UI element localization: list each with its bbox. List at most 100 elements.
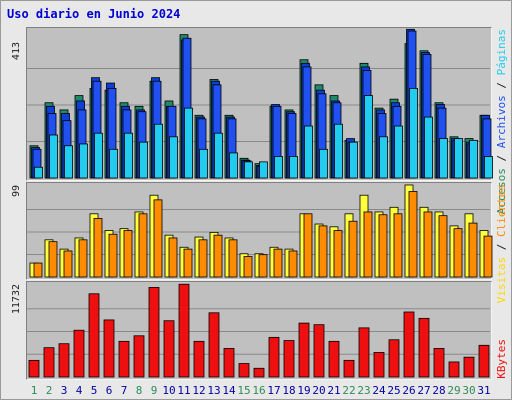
bar-kbytes-8: [133, 335, 145, 378]
bar-accesos-9: [154, 123, 163, 179]
bar-accesos-21: [334, 123, 343, 179]
bar-clientes-25: [393, 213, 403, 278]
bar-accesos-19: [304, 125, 313, 179]
bar-kbytes-23: [358, 327, 370, 378]
bar-kbytes-11: [178, 283, 190, 378]
day-label-18: 18: [282, 384, 295, 397]
bar-accesos-2: [49, 134, 58, 179]
bar-accesos-22: [349, 141, 358, 179]
day-label-16: 16: [252, 384, 265, 397]
bar-kbytes-7: [118, 340, 130, 378]
bar-clientes-15: [243, 256, 253, 278]
day-label-1: 1: [31, 384, 38, 397]
day-label-26: 26: [402, 384, 415, 397]
day-label-13: 13: [207, 384, 220, 397]
bar-accesos-25: [394, 125, 403, 179]
y-max-label-bottom: 11732: [11, 284, 22, 314]
bar-accesos-24: [379, 136, 388, 179]
bar-clientes-23: [363, 211, 373, 278]
bar-kbytes-12: [193, 340, 205, 378]
bar-clientes-24: [378, 214, 388, 278]
bar-accesos-13: [214, 132, 223, 179]
day-label-10: 10: [162, 384, 175, 397]
bar-clientes-10: [168, 237, 178, 278]
day-label-4: 4: [76, 384, 83, 397]
bar-clientes-26: [408, 191, 418, 278]
bar-kbytes-29: [448, 361, 460, 378]
bar-accesos-28: [439, 138, 448, 179]
bar-clientes-20: [318, 225, 328, 278]
bar-clientes-19: [303, 213, 313, 278]
bar-kbytes-2: [43, 347, 55, 378]
legend-part: Archivos: [495, 95, 508, 148]
legend-bottom: KBytes: [495, 339, 508, 379]
legend-part: /: [495, 148, 508, 168]
bar-accesos-27: [424, 116, 433, 179]
bar-kbytes-19: [298, 322, 310, 378]
bar-clientes-2: [48, 241, 58, 278]
legend-part: KBytes: [495, 339, 508, 379]
bar-kbytes-3: [58, 343, 70, 378]
bar-kbytes-20: [313, 324, 325, 378]
bar-clientes-31: [483, 235, 493, 278]
bar-clientes-30: [468, 222, 478, 278]
bar-clientes-6: [108, 233, 118, 278]
bar-kbytes-25: [388, 339, 400, 378]
bar-clientes-5: [93, 218, 103, 278]
day-label-30: 30: [462, 384, 475, 397]
bar-accesos-6: [109, 148, 118, 179]
bar-accesos-12: [199, 148, 208, 179]
bar-kbytes-13: [208, 312, 220, 378]
bar-kbytes-27: [418, 317, 430, 378]
bar-accesos-16: [259, 161, 268, 179]
bar-kbytes-28: [433, 348, 445, 378]
day-label-21: 21: [327, 384, 340, 397]
day-label-22: 22: [342, 384, 355, 397]
bar-accesos-8: [139, 141, 148, 179]
bar-kbytes-30: [463, 356, 475, 378]
bar-clientes-7: [123, 230, 133, 278]
bar-accesos-3: [64, 145, 73, 179]
bar-clientes-11: [183, 248, 193, 278]
bar-clientes-13: [213, 234, 223, 278]
legend-part: Accesos: [495, 168, 508, 214]
day-label-11: 11: [177, 384, 190, 397]
bar-clientes-21: [333, 230, 343, 278]
day-label-3: 3: [61, 384, 68, 397]
day-label-25: 25: [387, 384, 400, 397]
bar-kbytes-10: [163, 320, 175, 378]
day-label-6: 6: [106, 384, 113, 397]
bar-clientes-3: [63, 250, 73, 278]
day-label-23: 23: [357, 384, 370, 397]
day-label-5: 5: [91, 384, 98, 397]
bar-clientes-14: [228, 239, 238, 278]
legend-middle: Visitas / Clientes: [495, 184, 508, 303]
bar-clientes-1: [33, 262, 43, 278]
bar-accesos-7: [124, 132, 133, 179]
chart-title: Uso diario en Junio 2024: [7, 7, 181, 21]
day-label-12: 12: [192, 384, 205, 397]
bar-accesos-14: [229, 152, 238, 179]
day-label-14: 14: [222, 384, 236, 397]
day-label-28: 28: [432, 384, 445, 397]
bar-kbytes-16: [253, 367, 265, 378]
y-max-label-top: 413: [11, 42, 22, 60]
day-label-31: 31: [477, 384, 490, 397]
legend-part: Páginas: [495, 29, 508, 75]
bar-clientes-8: [138, 213, 148, 278]
bar-kbytes-4: [73, 329, 85, 378]
bar-accesos-15: [244, 161, 253, 179]
bar-clientes-27: [423, 211, 433, 278]
bar-accesos-23: [364, 95, 373, 179]
bar-clientes-9: [153, 199, 163, 278]
day-label-24: 24: [372, 384, 386, 397]
day-label-2: 2: [46, 384, 53, 397]
bar-kbytes-6: [103, 319, 115, 378]
bar-kbytes-26: [403, 311, 415, 378]
bar-kbytes-5: [88, 293, 100, 378]
legend-top: Accesos / Archivos / Páginas: [495, 29, 508, 214]
bar-clientes-22: [348, 220, 358, 278]
bar-accesos-4: [79, 143, 88, 179]
bar-kbytes-18: [283, 340, 295, 378]
